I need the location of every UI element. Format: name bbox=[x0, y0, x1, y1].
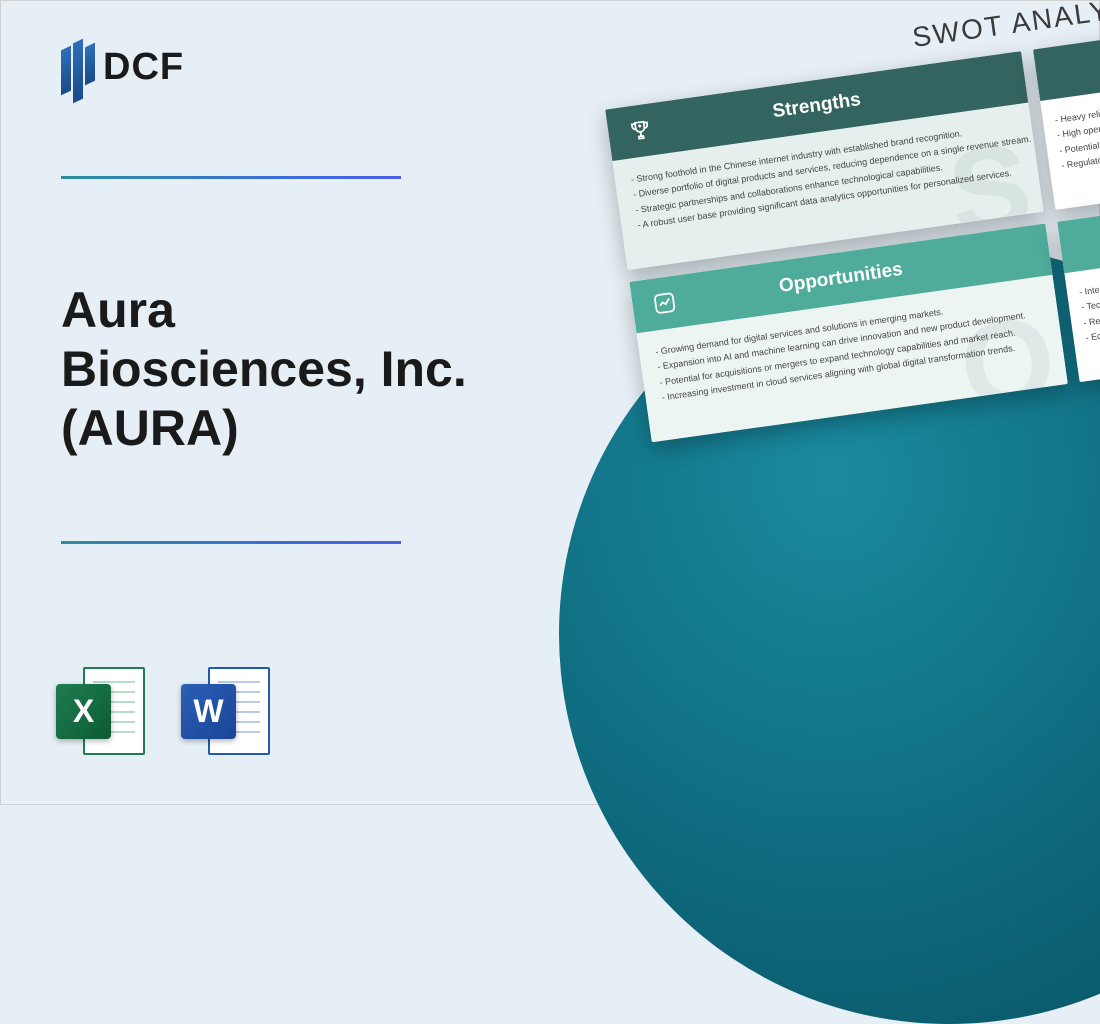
excel-icon[interactable]: X bbox=[56, 664, 151, 759]
brand-logo: DCF bbox=[61, 41, 184, 93]
trophy-icon bbox=[622, 113, 658, 149]
swot-weaknesses-card: Heavy reliance on the domesti High opera… bbox=[1033, 22, 1100, 210]
file-format-icons: X W bbox=[56, 664, 276, 759]
swot-analysis-preview: SWOT ANALYSIS Strengths bbox=[599, 0, 1100, 442]
divider-top bbox=[61, 176, 401, 179]
divider-bottom bbox=[61, 541, 401, 544]
swot-grid: Strengths S Strong foothold in the Chine… bbox=[605, 26, 1100, 442]
brand-name: DCF bbox=[103, 46, 184, 89]
word-badge-letter: W bbox=[181, 684, 236, 739]
company-title: Aura Biosciences, Inc. (AURA) bbox=[61, 281, 467, 458]
word-icon[interactable]: W bbox=[181, 664, 276, 759]
infographic-container: DCF Aura Biosciences, Inc. (AURA) X W SW… bbox=[0, 0, 1100, 805]
excel-badge-letter: X bbox=[56, 684, 111, 739]
chart-up-icon bbox=[647, 285, 683, 321]
logo-bars-icon bbox=[61, 41, 95, 93]
